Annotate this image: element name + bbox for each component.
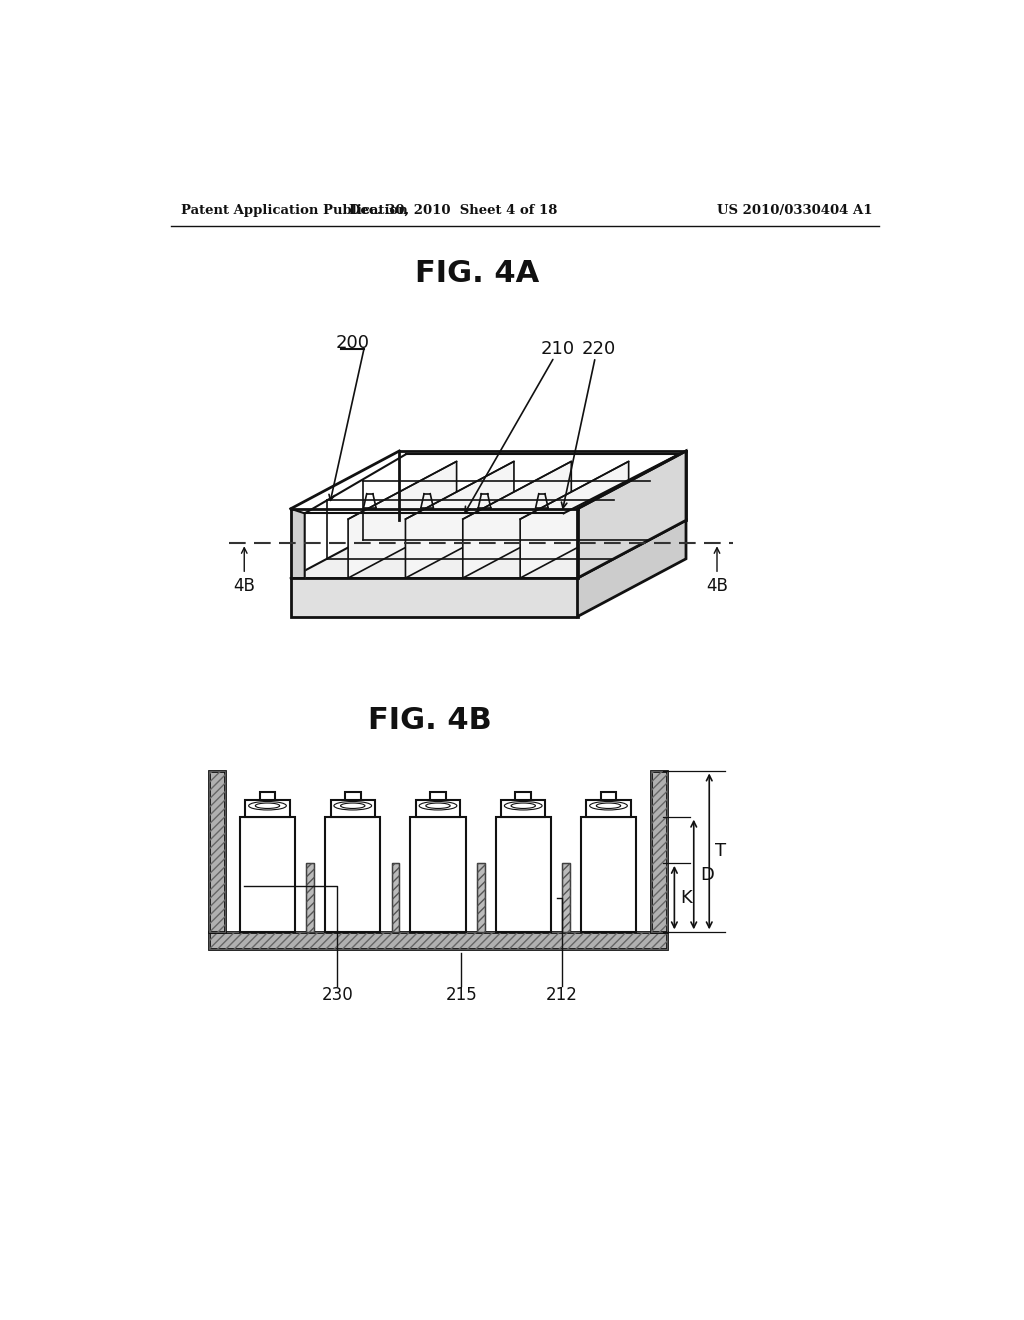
Bar [209, 771, 225, 932]
Bar [587, 800, 631, 817]
Text: US 2010/0330404 A1: US 2010/0330404 A1 [717, 205, 872, 218]
Text: 4B: 4B [707, 577, 728, 595]
Polygon shape [348, 462, 457, 578]
Text: 210: 210 [541, 341, 575, 358]
Bar [651, 771, 667, 932]
Bar [209, 932, 667, 949]
Text: 215: 215 [445, 986, 477, 1005]
Text: 212: 212 [546, 986, 578, 1005]
Bar [601, 792, 616, 800]
Text: 4B: 4B [233, 577, 255, 595]
Polygon shape [406, 462, 514, 578]
Bar [562, 863, 569, 932]
Polygon shape [291, 520, 686, 578]
Bar [391, 863, 399, 932]
Bar [562, 863, 569, 932]
Bar [651, 771, 667, 932]
Bar [331, 800, 375, 817]
Polygon shape [291, 578, 578, 616]
Text: T: T [716, 842, 727, 861]
Bar [325, 817, 381, 932]
Bar [209, 771, 225, 932]
Bar [260, 792, 275, 800]
Polygon shape [578, 451, 686, 578]
Bar [501, 800, 546, 817]
Bar [496, 817, 551, 932]
Text: D: D [700, 866, 714, 883]
Bar [477, 863, 484, 932]
Bar [581, 817, 636, 932]
Bar [477, 863, 484, 932]
Bar [515, 792, 531, 800]
Polygon shape [291, 508, 305, 578]
Text: Patent Application Publication: Patent Application Publication [180, 205, 408, 218]
Bar [306, 863, 314, 932]
Bar [430, 792, 445, 800]
Bar [209, 932, 667, 949]
Bar [411, 817, 466, 932]
Text: 200: 200 [336, 334, 370, 352]
Text: 220: 220 [582, 341, 616, 358]
Bar [416, 800, 460, 817]
Polygon shape [520, 462, 629, 578]
Bar [306, 863, 314, 932]
Text: FIG. 4B: FIG. 4B [369, 706, 493, 735]
Bar [391, 863, 399, 932]
Polygon shape [578, 520, 686, 616]
Bar [240, 817, 295, 932]
Bar [246, 800, 290, 817]
Bar [345, 792, 360, 800]
Polygon shape [463, 462, 571, 578]
Text: Dec. 30, 2010  Sheet 4 of 18: Dec. 30, 2010 Sheet 4 of 18 [349, 205, 558, 218]
Text: K: K [681, 888, 692, 907]
Text: 230: 230 [322, 986, 353, 1005]
Text: FIG. 4A: FIG. 4A [415, 260, 539, 288]
